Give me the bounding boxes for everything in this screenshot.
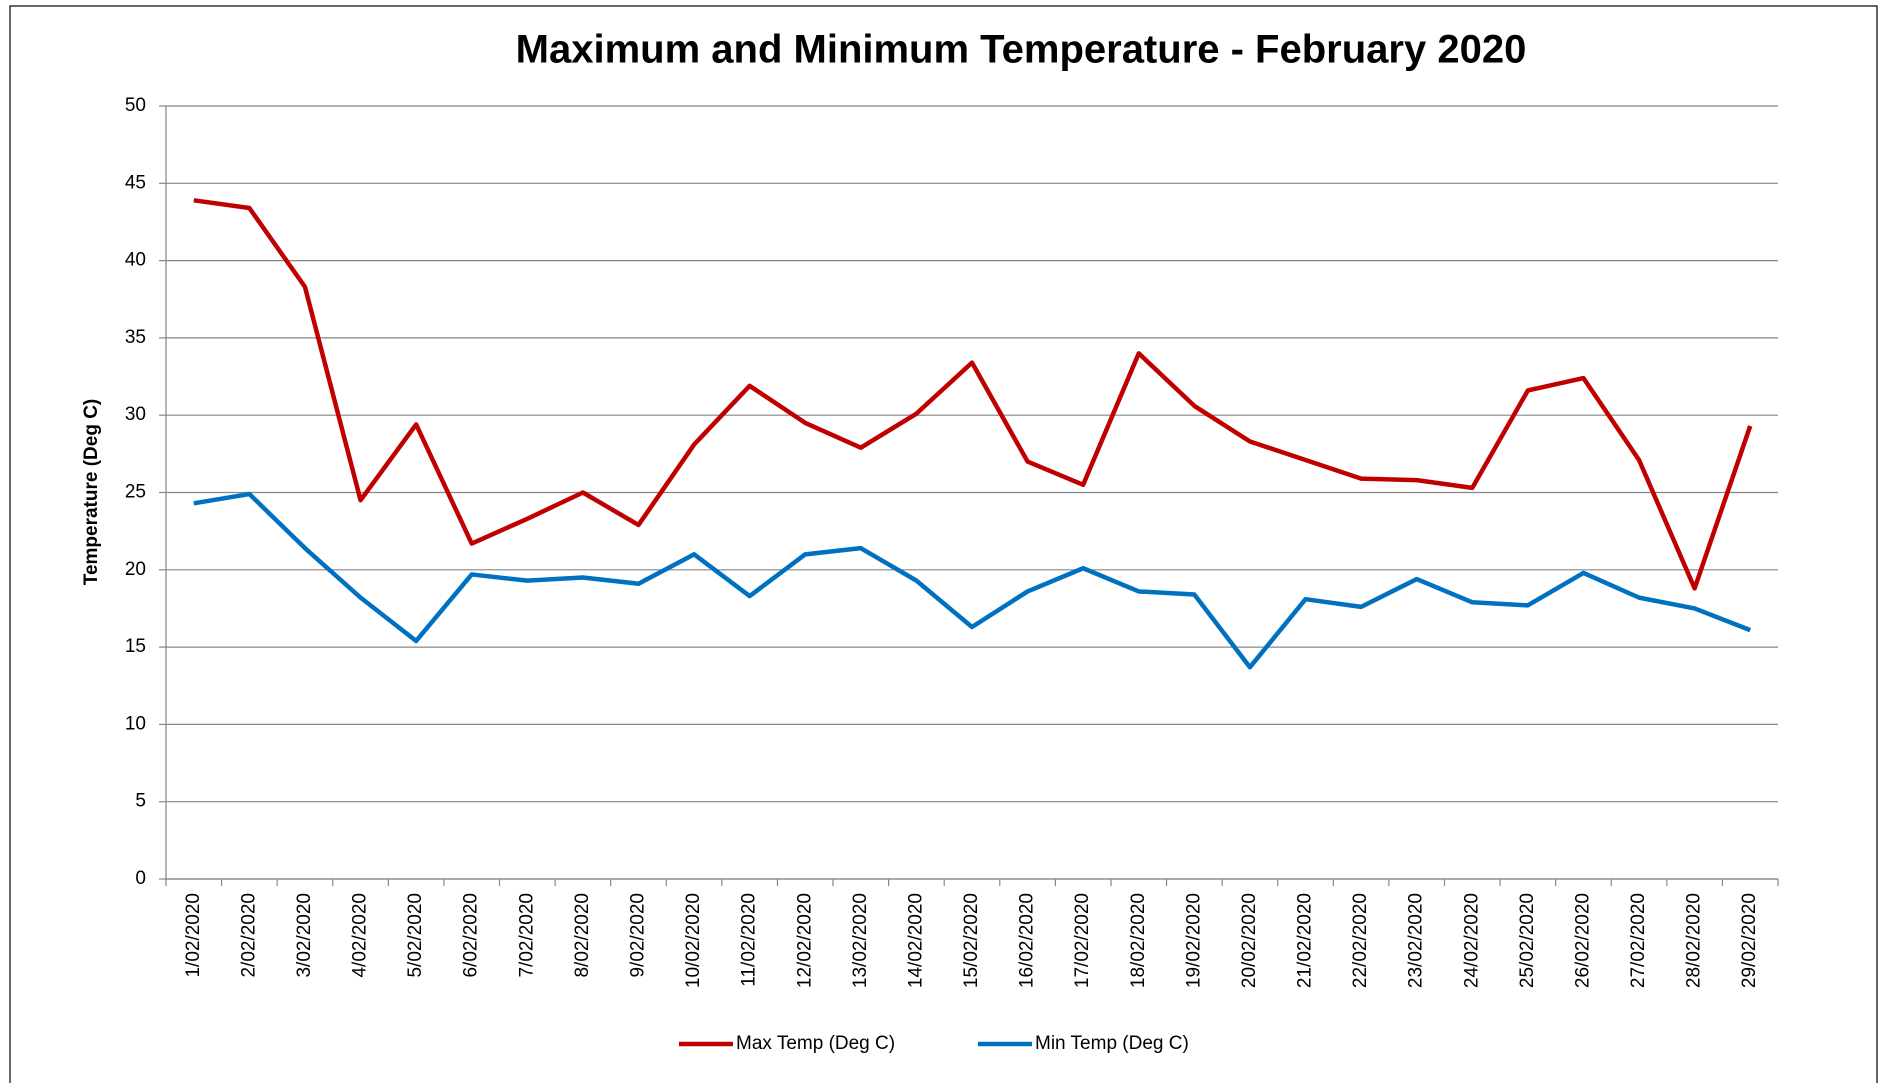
x-tick-label: 25/02/2020 xyxy=(1517,893,1538,988)
x-tick-label: 20/02/2020 xyxy=(1239,893,1260,988)
y-tick-label: 5 xyxy=(135,791,146,812)
x-tick-label: 24/02/2020 xyxy=(1461,893,1482,988)
x-tick-label: 1/02/2020 xyxy=(183,893,204,978)
x-tick-label: 14/02/2020 xyxy=(905,893,926,988)
x-tick-label: 13/02/2020 xyxy=(850,893,871,988)
x-tick-label: 22/02/2020 xyxy=(1350,893,1371,988)
x-tick-label: 4/02/2020 xyxy=(350,893,371,978)
x-tick-label: 18/02/2020 xyxy=(1128,893,1149,988)
y-tick-label: 20 xyxy=(125,559,146,580)
x-tick-label: 2/02/2020 xyxy=(238,893,259,978)
chart-frame xyxy=(9,5,1878,1083)
x-tick-label: 11/02/2020 xyxy=(739,893,760,987)
y-tick-label: 50 xyxy=(125,95,146,116)
y-tick-label: 10 xyxy=(125,713,146,734)
x-tick-label: 27/02/2020 xyxy=(1628,893,1649,988)
x-tick-label: 12/02/2020 xyxy=(794,893,815,988)
x-tick-label: 5/02/2020 xyxy=(405,893,426,978)
x-tick-label: 8/02/2020 xyxy=(572,893,593,978)
x-tick-label: 19/02/2020 xyxy=(1183,893,1204,988)
series-line xyxy=(193,491,1752,670)
x-tick-label: 3/02/2020 xyxy=(294,893,315,978)
y-tick-label: 45 xyxy=(125,172,146,193)
x-tick-label: 29/02/2020 xyxy=(1739,893,1760,988)
chart-title: Maximum and Minimum Temperature - Februa… xyxy=(516,28,1527,72)
x-tick-label: 28/02/2020 xyxy=(1684,893,1705,988)
x-tick-label: 10/02/2020 xyxy=(683,893,704,988)
x-tick-label: 16/02/2020 xyxy=(1017,893,1038,988)
x-tick-label: 9/02/2020 xyxy=(627,893,648,978)
x-tick-label: 15/02/2020 xyxy=(961,893,982,988)
y-tick-label: 35 xyxy=(125,327,146,348)
legend-label: Max Temp (Deg C) xyxy=(736,1033,895,1054)
y-tick-label: 15 xyxy=(125,636,146,657)
y-axis-title: Temperature (Deg C) xyxy=(81,399,102,586)
x-tick-label: 23/02/2020 xyxy=(1406,893,1427,988)
y-tick-label: 25 xyxy=(125,482,146,503)
y-tick-label: 0 xyxy=(135,868,146,889)
y-tick-label: 30 xyxy=(125,404,146,425)
x-tick-label: 26/02/2020 xyxy=(1572,893,1593,988)
x-tick-label: 21/02/2020 xyxy=(1295,893,1316,988)
x-tick-label: 7/02/2020 xyxy=(516,893,537,978)
x-tick-label: 6/02/2020 xyxy=(461,893,482,978)
y-tick-label: 40 xyxy=(125,250,146,271)
series-line xyxy=(193,198,1753,591)
x-tick-label: 17/02/2020 xyxy=(1072,893,1093,988)
legend-label: Min Temp (Deg C) xyxy=(1035,1033,1189,1054)
